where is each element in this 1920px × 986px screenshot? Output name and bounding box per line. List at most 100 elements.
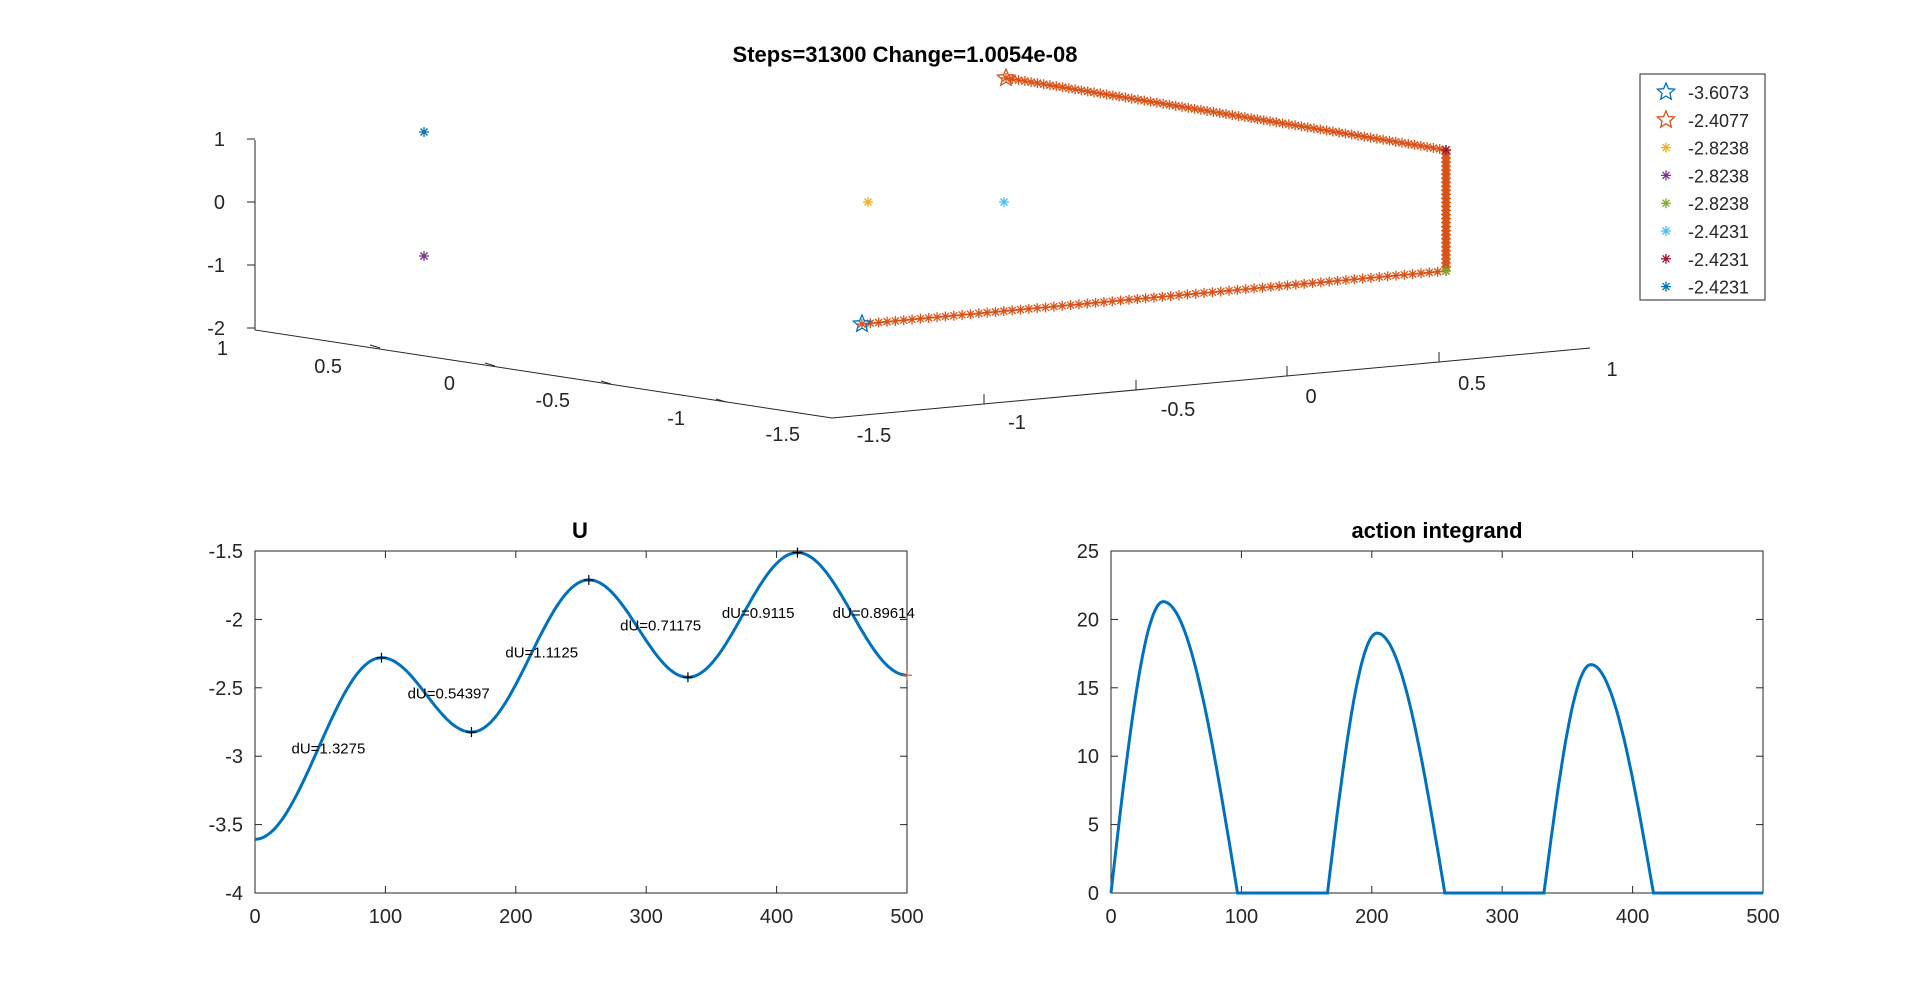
trajectory-point <box>1195 104 1206 115</box>
trajectory-point <box>1057 82 1068 93</box>
u-x-tick-label: 400 <box>760 906 793 928</box>
legend-marker <box>1655 81 1677 101</box>
trajectory-point <box>1190 288 1201 299</box>
trajectory-point <box>1101 89 1112 100</box>
trajectory-point <box>1207 287 1218 298</box>
trajectory-point <box>873 317 884 328</box>
a-x-tick-label: 0 <box>1105 906 1116 928</box>
legend-label: -2.8238 <box>1688 139 1749 159</box>
y-tick-mark <box>484 362 496 367</box>
scatter-point <box>863 197 873 207</box>
trajectory-point <box>1382 271 1393 282</box>
trajectory-point <box>1019 76 1030 87</box>
scatter-point <box>1441 145 1451 155</box>
trajectory-point <box>1315 124 1326 135</box>
u-y-tick-label: -2 <box>225 609 243 631</box>
x-tick-label: 0 <box>1305 386 1316 408</box>
trajectory-point <box>907 314 918 325</box>
z-tick-label: 0 <box>214 192 225 214</box>
z-tick-label: -1 <box>207 255 225 277</box>
u-curve <box>254 551 908 841</box>
u-annotations: dU=1.3275 dU=0.54397 dU=1.1125 dU=0.71175 dU… <box>292 605 915 757</box>
trajectory-point <box>1089 87 1099 98</box>
trajectory-point <box>1114 91 1125 102</box>
u-annotation: dU=0.71175 <box>620 617 701 634</box>
trajectory-point <box>1307 278 1318 289</box>
u-annotation: dU=1.3275 <box>292 740 366 757</box>
a-x-tick-label: 400 <box>1616 906 1649 928</box>
scatter-point <box>1441 266 1451 276</box>
legend-label: -2.4231 <box>1688 278 1749 298</box>
trajectory-point <box>1252 114 1263 125</box>
trajectory-point <box>1271 117 1282 128</box>
trajectory-point <box>1432 266 1443 277</box>
trajectory-point <box>1302 122 1313 133</box>
u-extrema-markers <box>376 547 912 738</box>
a-x-tick-label: 300 <box>1486 906 1519 928</box>
trajectory-point <box>1282 280 1293 291</box>
legend-marker <box>1661 170 1671 181</box>
u-y-tick-label: -3.5 <box>209 815 243 837</box>
trajectory-point <box>1353 130 1363 141</box>
trajectory-point <box>1139 95 1150 106</box>
trajectory-point <box>1157 291 1168 302</box>
trajectory-point <box>882 316 893 327</box>
trajectory-point <box>1032 78 1043 89</box>
trajectory-point <box>1403 138 1414 149</box>
scatter-point <box>999 197 1009 207</box>
trajectory-point <box>1424 267 1435 278</box>
trajectory-point <box>1063 83 1074 94</box>
trajectory-point <box>1321 125 1332 136</box>
trajectory-point <box>1283 119 1294 130</box>
a-y-tick-label: 0 <box>1088 883 1099 905</box>
trajectory-point <box>1365 132 1376 143</box>
trajectory-point <box>948 310 959 321</box>
z-tick-label: -2 <box>207 318 225 340</box>
a-y-tick-label: 25 <box>1077 541 1099 563</box>
y-tick-mark <box>369 344 381 349</box>
legend-marker <box>1661 198 1671 209</box>
x-tick-label: 1 <box>1606 359 1617 381</box>
legend-items: -3.6073 -2.4077 -2.8238 -2.8238 -2.8238 -2.42… <box>1655 81 1749 298</box>
trajectory-point <box>1202 105 1213 116</box>
trajectory-point <box>1076 85 1087 96</box>
u-x-tick-label: 100 <box>369 906 402 928</box>
trajectory-point <box>1215 286 1226 297</box>
trajectory-point <box>1415 140 1426 151</box>
trajectory-point <box>1051 81 1062 92</box>
trajectory-point <box>1290 120 1301 131</box>
trajectory-point <box>1240 284 1251 295</box>
plot3d-title: Steps=31300 Change=1.0054e-08 <box>733 42 1078 67</box>
trajectory-point <box>1357 273 1368 284</box>
u-x-tick-label: 200 <box>499 906 532 928</box>
trajectory-point <box>1023 303 1034 314</box>
trajectory-point <box>1057 300 1068 311</box>
trajectory-point <box>1371 133 1382 144</box>
trajectory-point <box>1233 111 1244 122</box>
trajectory-point <box>965 309 976 320</box>
legend-marker <box>1661 253 1671 264</box>
end-star-marker <box>995 67 1017 87</box>
legend-label: -2.4077 <box>1688 111 1749 131</box>
trajectory-point <box>1374 272 1385 283</box>
trajectory-point <box>1434 143 1445 154</box>
plot-u: U 0 100 200 300 400 500 -1.5 -2 -2.5 -3 -3.5 -4 dU=… <box>209 518 924 928</box>
trajectory-point <box>1082 86 1093 97</box>
scatter-points <box>419 127 1451 276</box>
start-star-marker <box>851 313 873 333</box>
trajectory-point <box>1340 275 1351 286</box>
trajectory-point <box>923 312 934 323</box>
trajectory-point <box>915 313 926 324</box>
scatter-point <box>419 127 429 137</box>
u-y-tick-label: -1.5 <box>209 541 243 563</box>
trajectory-point <box>1177 101 1187 112</box>
y-tick-mark <box>600 380 612 385</box>
trajectory-point <box>1189 103 1200 114</box>
u-annotation: dU=0.89614 <box>833 605 915 622</box>
trajectory-point <box>1158 98 1169 109</box>
trajectory-point <box>998 306 1009 317</box>
y-tick-label: 0 <box>444 373 455 395</box>
trajectory-point <box>990 306 1001 317</box>
trajectory-point <box>1265 116 1275 127</box>
trajectory-point <box>1073 299 1084 310</box>
